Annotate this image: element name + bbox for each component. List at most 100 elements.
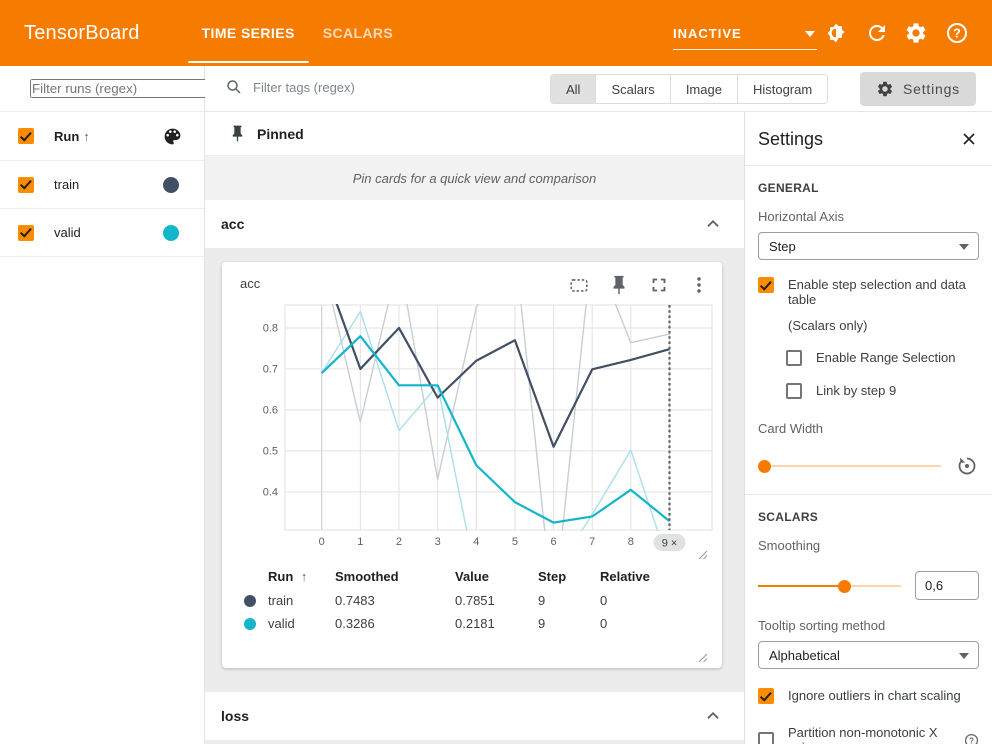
run-row-train[interactable]: train (0, 161, 204, 209)
step-data-table: Run ↑ Smoothed Value Step Relative train… (222, 564, 722, 635)
filter-histogram-button[interactable]: Histogram (737, 75, 828, 103)
runs-header-row[interactable]: Run ↑ (0, 112, 204, 161)
runs-filter-input[interactable] (30, 79, 211, 98)
col-step[interactable]: Step (538, 569, 567, 584)
section-header-loss[interactable]: loss (205, 692, 744, 740)
col-run[interactable]: Run ↑ (268, 569, 308, 584)
fullscreen-icon[interactable] (648, 274, 670, 296)
selected-step-pill: 9 × (653, 534, 686, 551)
smoothing-value-input[interactable] (915, 571, 979, 600)
run-row-valid[interactable]: valid (0, 209, 204, 257)
acc-cards-container: acc 0.4 0.5 0.6 0.7 0.8 0 1 2 3 4 5 6 7 8 9 × (205, 248, 744, 692)
filter-all-button[interactable]: All (551, 75, 597, 103)
card-width-slider[interactable] (758, 459, 941, 473)
partition-x-axis-checkbox[interactable] (758, 732, 774, 744)
pinned-section-header[interactable]: Pinned (205, 112, 744, 156)
svg-text:0: 0 (319, 536, 325, 548)
chevron-down-icon (959, 244, 969, 250)
link-by-step-checkbox-row[interactable]: Link by step 9 (786, 383, 979, 399)
svg-text:0.4: 0.4 (263, 486, 278, 498)
scalar-card-acc: acc 0.4 0.5 0.6 0.7 0.8 0 1 2 3 4 5 6 7 8 9 × (222, 262, 722, 668)
run-color-dot-train (163, 176, 179, 193)
tags-toolbar: All Scalars Image Histogram Settings (205, 66, 992, 112)
card-width-slider-thumb[interactable] (758, 460, 771, 473)
link-by-step-checkbox[interactable] (786, 383, 802, 399)
ignore-outliers-checkbox[interactable] (758, 688, 774, 704)
svg-text:0.5: 0.5 (263, 445, 278, 457)
horizontal-axis-select[interactable]: Step (758, 232, 979, 260)
help-icon[interactable]: ? (964, 733, 979, 744)
chevron-down-icon (805, 31, 815, 37)
reset-card-width-icon[interactable] (955, 454, 979, 478)
app-header: TensorBoard TIME SERIES SCALARS INACTIVE (0, 0, 992, 66)
range-selection-checkbox[interactable] (786, 350, 802, 366)
top-tabs: TIME SERIES SCALARS (187, 0, 408, 66)
smoothing-slider[interactable] (758, 579, 901, 593)
status-dropdown[interactable]: INACTIVE (673, 18, 817, 50)
dashboard-content: Pinned Pin cards for a quick view and co… (205, 112, 744, 744)
tags-filter-input[interactable] (253, 79, 453, 95)
ignore-outliers-checkbox-row[interactable]: Ignore outliers in chart scaling (758, 688, 979, 704)
section-header-acc[interactable]: acc (205, 200, 744, 248)
close-icon[interactable] (959, 129, 979, 149)
svg-text:6: 6 (551, 536, 557, 548)
svg-text:3: 3 (435, 536, 441, 548)
runs-filter (0, 66, 211, 112)
svg-text:0.6: 0.6 (263, 404, 278, 416)
chevron-down-icon (959, 653, 969, 659)
palette-icon[interactable] (162, 126, 183, 147)
filter-image-button[interactable]: Image (670, 75, 738, 103)
svg-text:5: 5 (512, 536, 518, 548)
chevron-up-icon[interactable] (702, 705, 724, 727)
svg-text:9 ×: 9 × (662, 538, 678, 550)
settings-button[interactable]: Settings (860, 72, 976, 106)
tab-scalars[interactable]: SCALARS (322, 25, 394, 41)
partition-x-axis-checkbox-row[interactable]: Partition non-monotonic X axis ? (758, 725, 979, 744)
divider (745, 165, 992, 166)
smoothing-slider-thumb[interactable] (837, 579, 851, 593)
gear-icon (877, 81, 893, 97)
refresh-icon[interactable] (865, 21, 889, 45)
pin-icon[interactable] (608, 274, 630, 296)
svg-text:7: 7 (589, 536, 595, 548)
fit-to-data-icon[interactable] (568, 274, 590, 296)
run-checkbox-train[interactable] (18, 176, 34, 193)
app-title: TensorBoard (24, 21, 140, 44)
range-selection-checkbox-row[interactable]: Enable Range Selection (786, 350, 979, 366)
step-selection-checkbox-row[interactable]: Enable step selection and data table (758, 277, 979, 307)
more-options-icon[interactable] (688, 274, 710, 296)
card-title: acc (240, 276, 261, 291)
svg-text:4: 4 (473, 536, 479, 548)
pinned-hint: Pin cards for a quick view and compariso… (205, 156, 744, 200)
scalars-only-note: (Scalars only) (788, 318, 868, 333)
runs-sidebar: Run ↑ train valid (0, 66, 211, 744)
pin-icon (232, 125, 243, 142)
run-checkbox-valid[interactable] (18, 224, 34, 241)
tags-filter (225, 78, 453, 96)
run-color-dot-valid (163, 224, 179, 241)
help-icon[interactable]: ? (945, 21, 969, 45)
col-smoothed[interactable]: Smoothed (335, 569, 399, 584)
tooltip-sorting-select[interactable]: Alphabetical (758, 641, 979, 669)
table-row-train: train 0.7483 0.7851 9 0 (222, 589, 722, 612)
col-value[interactable]: Value (455, 569, 489, 584)
sort-arrow-icon: ↑ (83, 128, 90, 144)
smoothing-label: Smoothing (758, 538, 821, 553)
svg-text:?: ? (969, 736, 974, 744)
svg-text:0.8: 0.8 (263, 322, 278, 334)
run-color-dot-valid (244, 617, 256, 630)
select-all-runs-checkbox[interactable] (18, 128, 34, 144)
col-relative[interactable]: Relative (600, 569, 650, 584)
filter-scalars-button[interactable]: Scalars (596, 75, 671, 103)
svg-text:0.7: 0.7 (263, 363, 278, 375)
brightness-icon[interactable] (824, 21, 848, 45)
resize-handle[interactable] (698, 653, 708, 663)
resize-handle[interactable] (698, 550, 708, 560)
step-selection-checkbox[interactable] (758, 277, 774, 293)
chevron-up-icon[interactable] (702, 213, 724, 235)
tab-time-series[interactable]: TIME SERIES (187, 0, 309, 66)
acc-line-chart[interactable]: 0.4 0.5 0.6 0.7 0.8 0 1 2 3 4 5 6 7 8 9 × (222, 292, 722, 562)
tooltip-sorting-label: Tooltip sorting method (758, 618, 886, 633)
gear-icon[interactable] (904, 21, 928, 45)
